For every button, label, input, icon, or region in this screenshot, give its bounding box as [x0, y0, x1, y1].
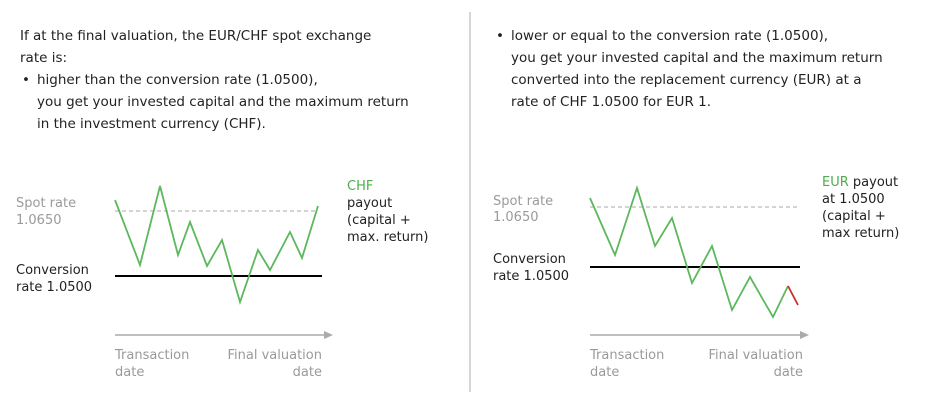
rate-path	[589, 185, 789, 319]
spot-label: 1.0650	[493, 210, 539, 225]
spot-label: Spot rate	[16, 196, 76, 211]
payout-currency: CHF	[347, 179, 373, 194]
conversion-label: Conversion	[493, 252, 566, 267]
bullet-line: rate of CHF 1.0500 for EUR 1.	[511, 94, 711, 110]
intro-line: rate is:	[20, 50, 67, 66]
payout-currency: EUR	[822, 175, 849, 190]
bullet-line: in the investment currency (CHF).	[37, 116, 266, 132]
x-end-label: date	[774, 365, 803, 380]
rate-path	[114, 185, 319, 305]
bullet-line: higher than the conversion rate (1.0500)…	[37, 72, 318, 88]
x-end-label: date	[293, 365, 322, 380]
payout-heading: EUR payout	[822, 175, 898, 190]
payout-label: max. return)	[347, 230, 428, 245]
spot-label: 1.0650	[16, 213, 62, 228]
x-start-label: date	[115, 365, 144, 380]
conversion-label: Conversion	[16, 263, 89, 278]
intro-line: If at the final valuation, the EUR/CHF s…	[20, 28, 371, 44]
x-end-label: Final valuation	[709, 348, 803, 363]
payout-label: payout	[853, 175, 898, 190]
bullet-dot: •	[496, 28, 504, 44]
payout-label: (capital +	[822, 209, 886, 224]
x-end-label: Final valuation	[228, 348, 322, 363]
payout-label: at 1.0500	[822, 192, 885, 207]
spot-label: Spot rate	[493, 194, 553, 209]
rate-path-end	[787, 285, 799, 306]
bullet-line: converted into the replacement currency …	[511, 72, 861, 88]
payout-label: (capital +	[347, 213, 411, 228]
x-start-label: date	[590, 365, 619, 380]
x-start-label: Transaction	[114, 348, 189, 363]
conversion-label: rate 1.0500	[16, 280, 92, 295]
conversion-label: rate 1.0500	[493, 269, 569, 284]
bullet-line: you get your invested capital and the ma…	[511, 50, 883, 66]
x-start-label: Transaction	[589, 348, 664, 363]
bullet-line: lower or equal to the conversion rate (1…	[511, 28, 828, 44]
axis-arrow	[324, 331, 333, 339]
payout-label: max return)	[822, 226, 899, 241]
payout-label: payout	[347, 196, 392, 211]
axis-arrow	[800, 331, 809, 339]
bullet-dot: •	[22, 72, 30, 88]
bullet-line: you get your invested capital and the ma…	[37, 94, 409, 110]
